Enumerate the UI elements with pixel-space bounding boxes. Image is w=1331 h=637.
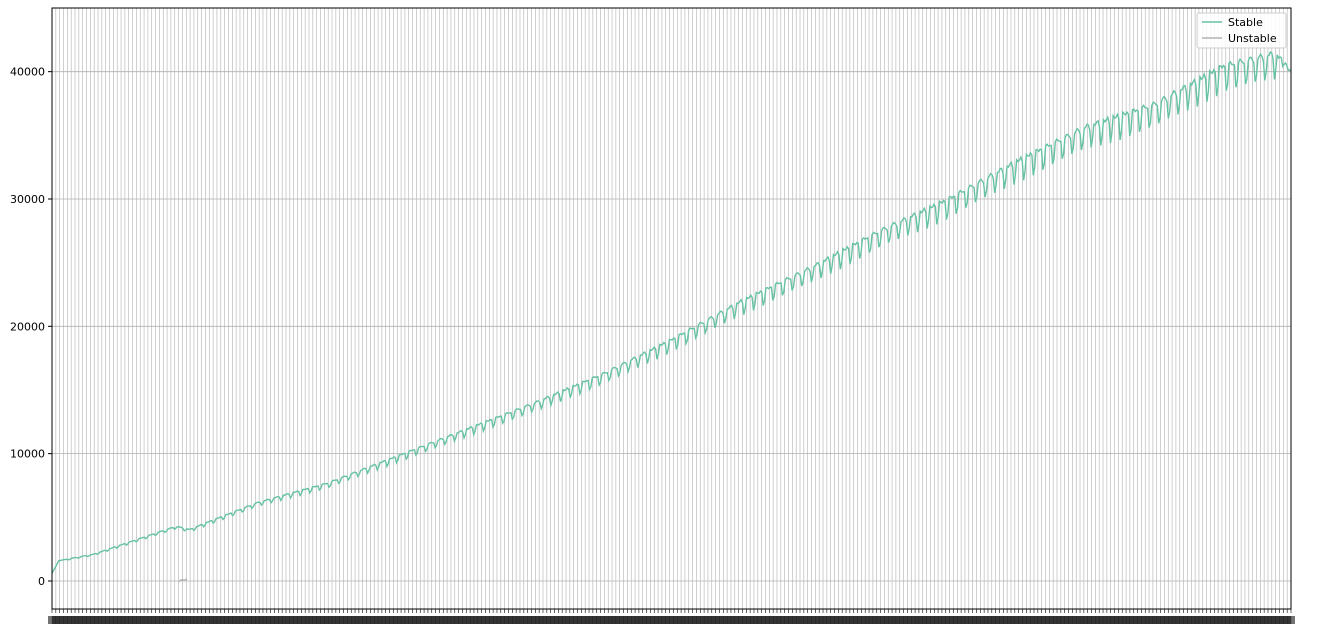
plot-frame [51,7,1292,610]
x-tick-label-band [48,616,1295,624]
legend: Stable Unstable [1196,12,1287,49]
y-tick-label: 40000 [10,66,45,79]
x-tick-label-mark [1287,616,1295,624]
legend-label-unstable: Unstable [1228,32,1277,45]
vertical-grid [51,8,1292,609]
horizontal-grid [52,71,1291,582]
y-tick-label: 20000 [10,320,45,333]
y-tick-label: 30000 [10,193,45,206]
y-tick-label: 10000 [10,448,45,461]
series-layer [51,50,1292,583]
x-axis-ticks [48,609,1295,624]
series-line-stable [51,50,1292,574]
legend-label-stable: Stable [1228,16,1263,29]
y-tick-label: 0 [38,575,45,588]
y-axis-ticks: 0 10000 20000 30000 40000 [10,66,52,588]
series-line-unstable [178,578,188,583]
